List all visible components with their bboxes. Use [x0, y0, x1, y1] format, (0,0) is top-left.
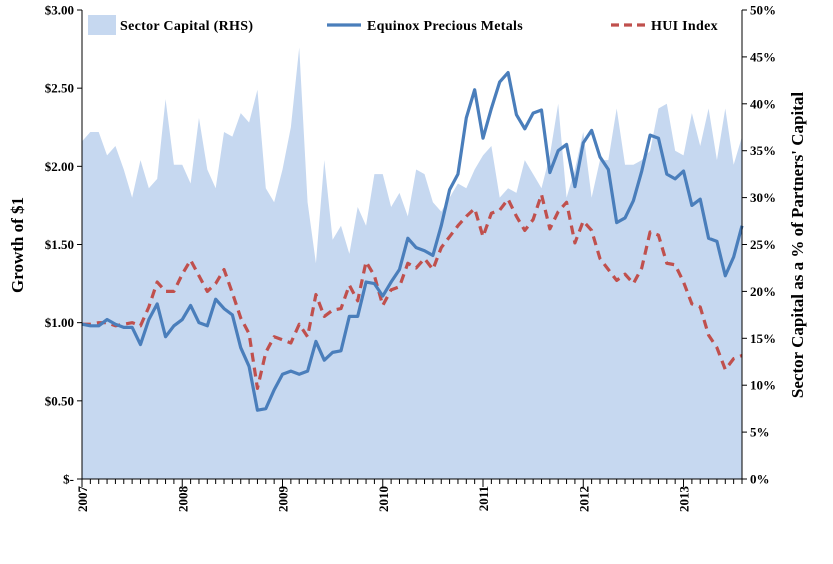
y-right-tick-label: 35%: [750, 143, 776, 158]
y-right-tick-label: 5%: [750, 425, 770, 440]
x-tick-label: 2013: [677, 486, 692, 513]
y-left-tick-label: $0.50: [45, 393, 74, 408]
series-area-sector-capital: [82, 47, 742, 480]
legend-label-sector-capital: Sector Capital (RHS): [120, 19, 253, 34]
legend: Sector Capital (RHS) Equinox Precious Me…: [88, 15, 718, 35]
legend-label-hui: HUI Index: [651, 19, 718, 34]
y-right-tick-label: 25%: [750, 237, 776, 252]
y-left-tick-label: $-: [63, 472, 74, 487]
axes: $- $0.50 $1.00 $1.50 $2.00 $2.50 $3.00 0% 5% 10% 1…: [45, 3, 776, 513]
y-left-tick-label: $1.00: [45, 315, 74, 330]
y-left-tick-label: $3.00: [45, 3, 74, 18]
y-right-tick-label: 10%: [750, 378, 776, 393]
y-right-tick-label: 15%: [750, 331, 776, 346]
x-tick-label: 2010: [376, 486, 391, 512]
series-line-equinox: [81, 70, 744, 412]
y-right-tick-label: 0%: [750, 472, 770, 487]
y-right-tick-label: 40%: [750, 96, 776, 111]
y-right-tick-label: 45%: [750, 49, 776, 64]
y-left-tick-label: $1.50: [45, 237, 74, 252]
series-line-hui-index: [82, 192, 743, 390]
x-tick-label: 2008: [175, 486, 190, 513]
y-right-tick-label: 20%: [750, 284, 776, 299]
y-right-tick-label: 50%: [750, 3, 776, 18]
legend-label-equinox: Equinox Precious Metals: [367, 19, 523, 34]
y-left-tick-label: $2.50: [45, 81, 74, 96]
y-right-tick-label: 30%: [750, 190, 776, 205]
y-left-tick-label: $2.00: [45, 159, 74, 174]
x-tick-label: 2009: [276, 486, 291, 513]
y-left-axis-title: Growth of $1: [8, 197, 27, 293]
x-tick-label: 2011: [476, 486, 491, 511]
y-right-axis-title: Sector Capital as a % of Partners' Capit…: [788, 92, 807, 398]
x-tick-label: 2007: [75, 486, 90, 513]
x-tick-label: 2012: [576, 486, 591, 512]
plot-area: [81, 47, 744, 480]
legend-swatch-sector-capital: [88, 15, 116, 35]
